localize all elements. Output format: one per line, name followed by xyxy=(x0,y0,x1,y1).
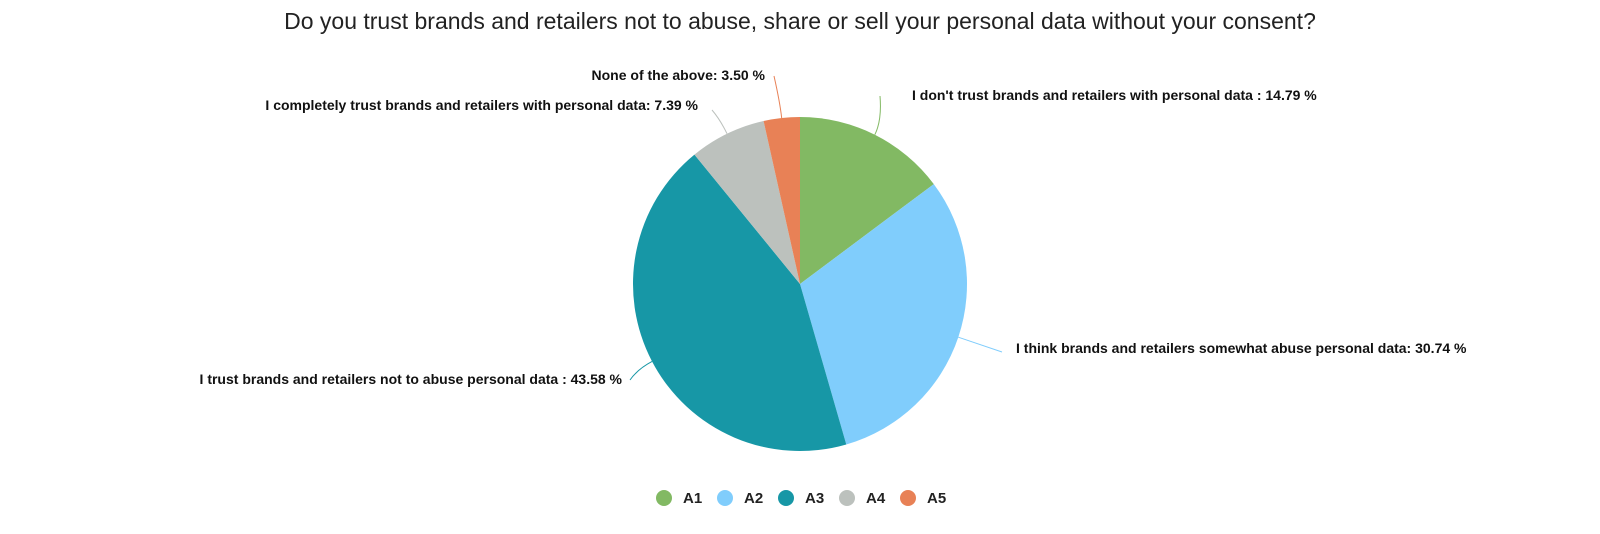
slice-labels: I don't trust brands and retailers with … xyxy=(200,67,1467,387)
legend-marker-a4[interactable] xyxy=(839,490,855,506)
legend-label-a2[interactable]: A2 xyxy=(744,490,763,507)
slice-label-a5: None of the above: 3.50 % xyxy=(592,67,766,83)
leader-line-a3 xyxy=(629,361,653,381)
legend-marker-a1[interactable] xyxy=(656,490,672,506)
legend-label-a4[interactable]: A4 xyxy=(866,490,886,507)
pie-slice-a3[interactable] xyxy=(633,154,847,451)
slice-label-a4: I completely trust brands and retailers … xyxy=(265,97,698,113)
pie-slice-a1[interactable] xyxy=(800,117,934,284)
pie-slice-a2[interactable] xyxy=(800,184,968,445)
legend-marker-a3[interactable] xyxy=(778,490,794,506)
leader-line-a2 xyxy=(958,336,1003,353)
leader-line-a4 xyxy=(711,109,728,134)
legend-label-a3[interactable]: A3 xyxy=(805,490,824,507)
slice-label-a3: I trust brands and retailers not to abus… xyxy=(200,371,623,387)
leader-line-a5 xyxy=(773,75,783,119)
leader-lines xyxy=(629,75,1003,381)
pie-slice-a5[interactable] xyxy=(763,117,800,284)
legend-label-a1[interactable]: A1 xyxy=(683,490,702,507)
slice-label-a2: I think brands and retailers somewhat ab… xyxy=(1016,340,1467,356)
pie-slices xyxy=(633,117,968,451)
slice-label-a1: I don't trust brands and retailers with … xyxy=(912,87,1317,103)
legend-marker-a2[interactable] xyxy=(717,490,733,506)
legend-marker-a5[interactable] xyxy=(900,490,916,506)
legend: A1 A2 A3 A4 A5 xyxy=(656,490,946,507)
pie-slice-a4[interactable] xyxy=(694,121,800,284)
leader-line-a1 xyxy=(874,95,881,135)
legend-label-a5[interactable]: A5 xyxy=(927,490,946,507)
chart-title: Do you trust brands and retailers not to… xyxy=(284,8,1316,34)
